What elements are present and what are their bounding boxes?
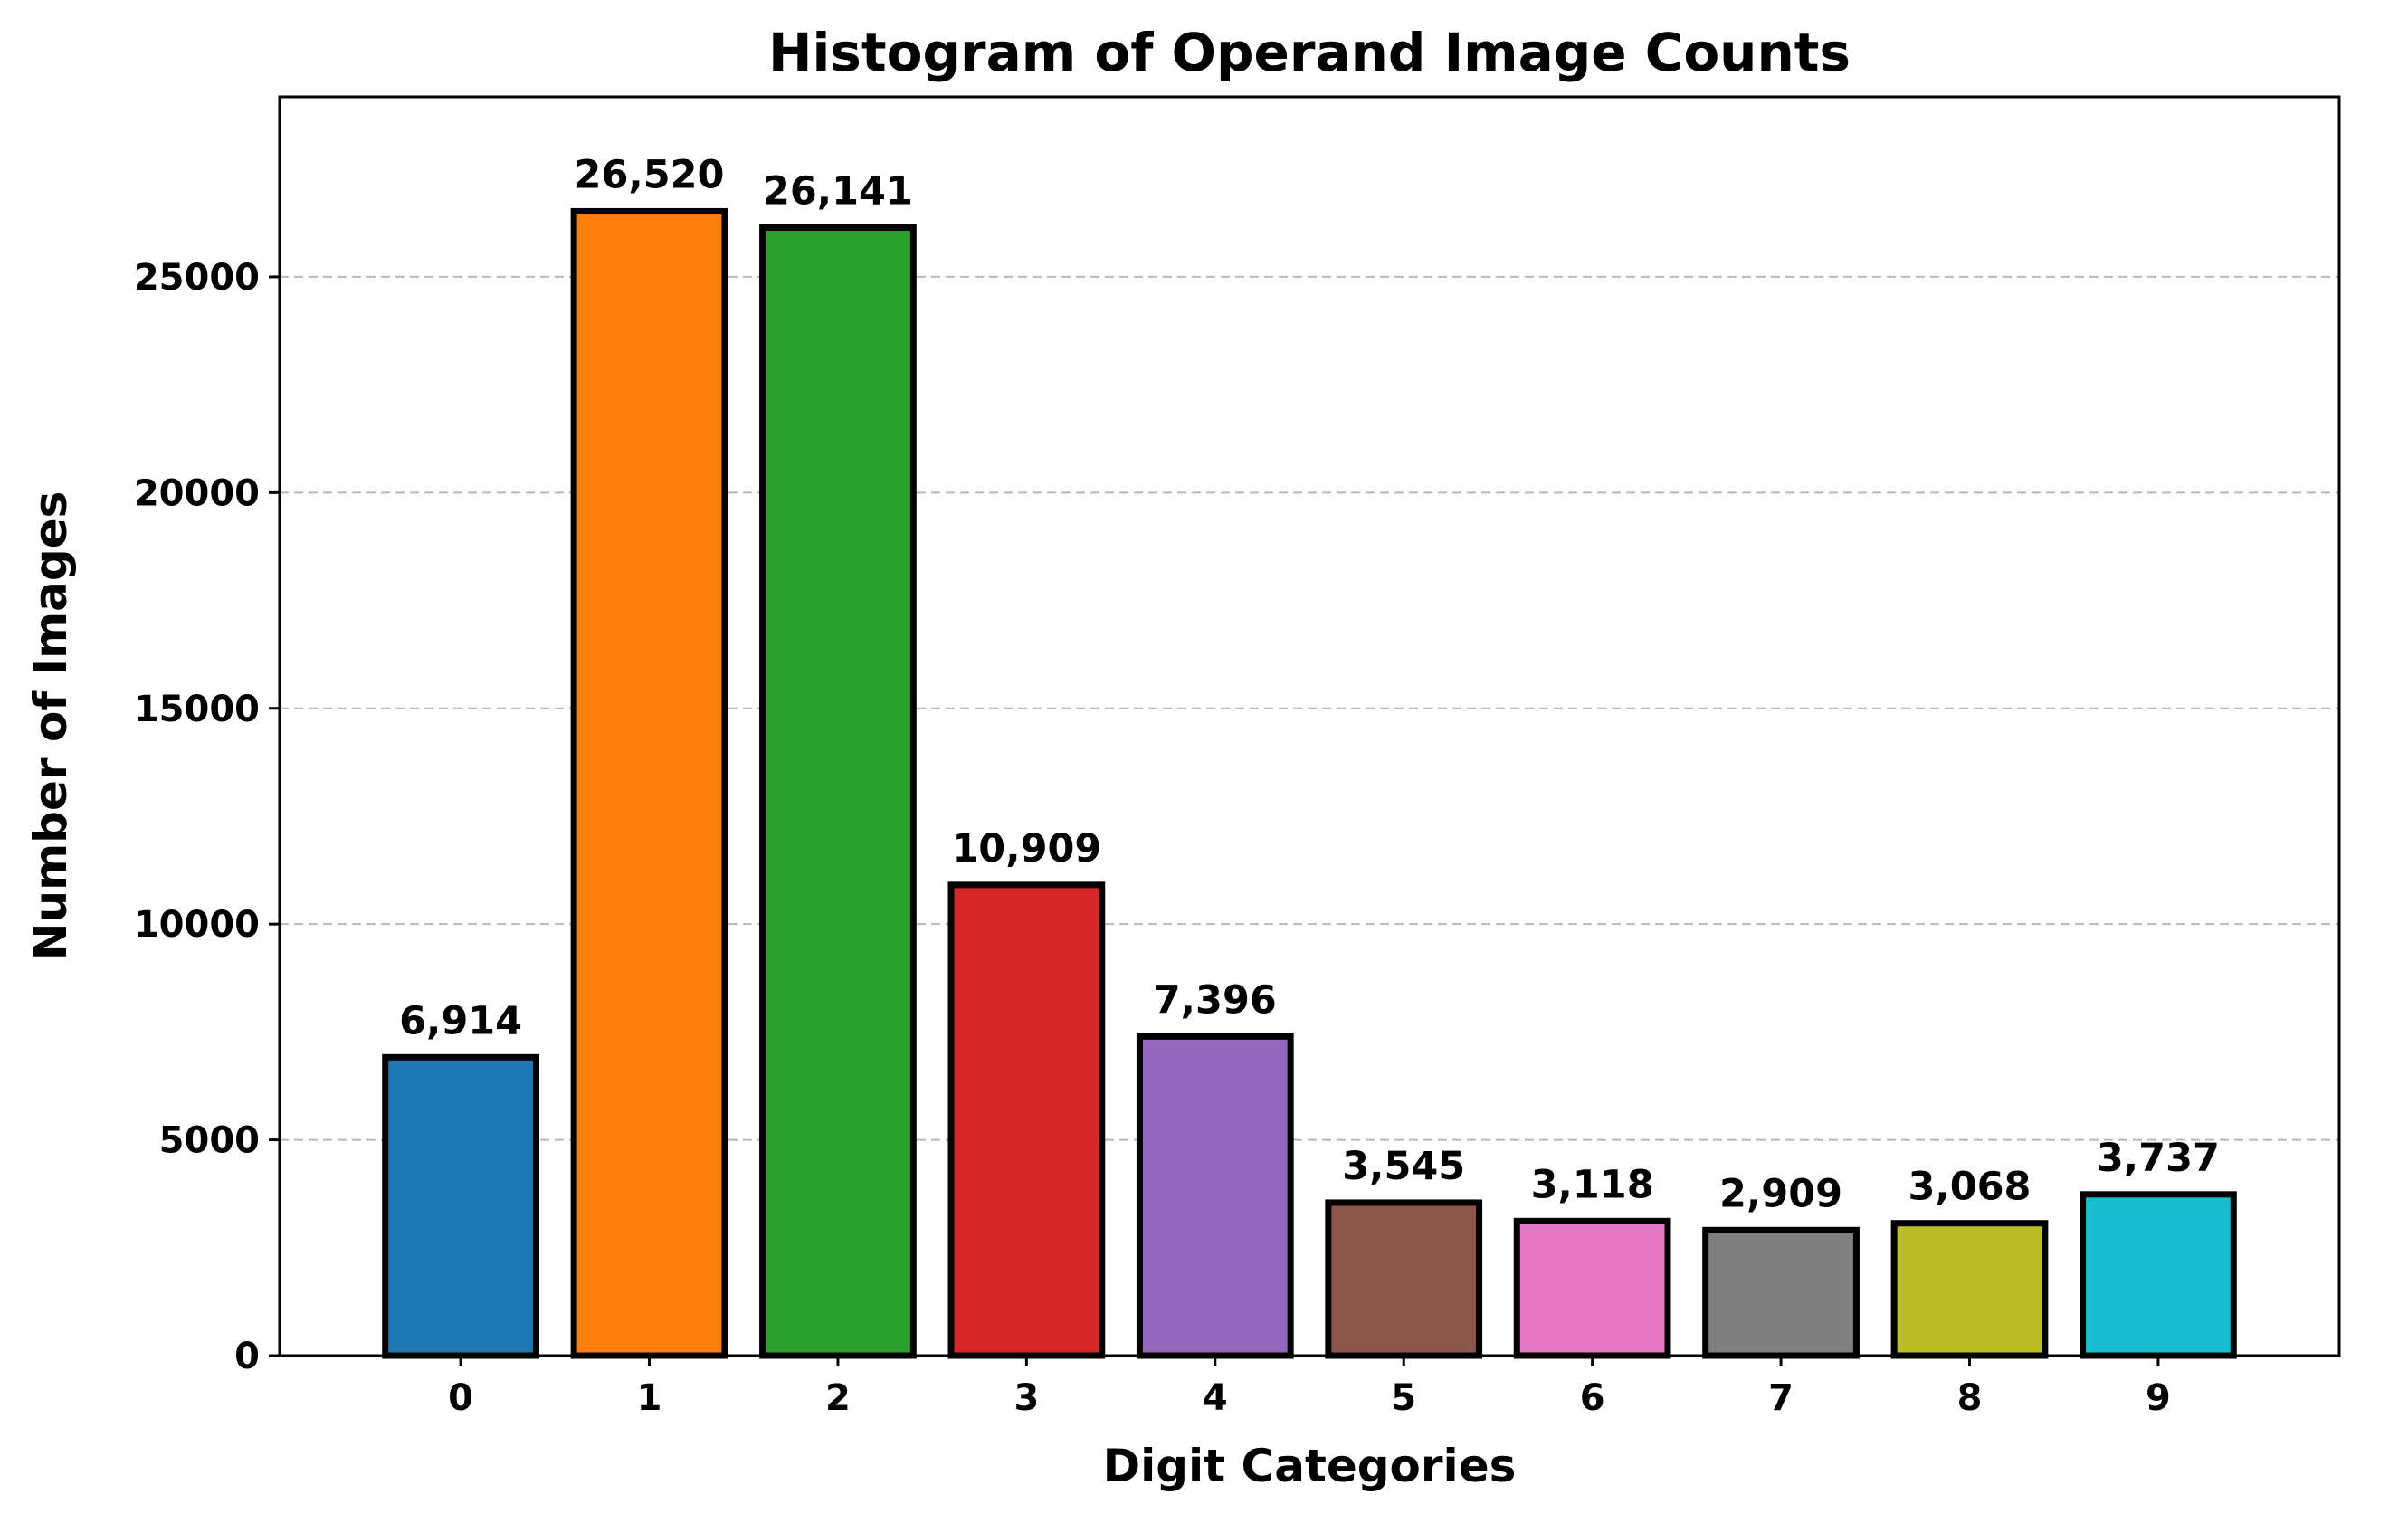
bar-value-label: 26,141 [763, 169, 913, 214]
x-tick-label: 3 [1014, 1377, 1039, 1419]
y-tick-label: 10000 [134, 904, 260, 946]
x-tick-label: 2 [825, 1377, 851, 1419]
bar-digit-1 [570, 207, 728, 1359]
bar-value-labels: 6,914 26,520 26,141 10,909 7,396 3,545 3,118 2,… [399, 152, 2220, 1216]
bar-value-label: 26,520 [575, 152, 725, 197]
bar-digit-2 [759, 224, 917, 1359]
bar-digit-6 [1513, 1217, 1671, 1359]
x-tick-label: 8 [1957, 1377, 1983, 1419]
x-tick-label: 4 [1203, 1377, 1228, 1419]
bar-digit-0 [382, 1053, 539, 1359]
bar-value-label: 3,068 [1908, 1165, 2031, 1210]
y-axis-ticks: 0 5000 10000 15000 20000 25000 [134, 257, 280, 1377]
y-tick-label: 15000 [134, 689, 260, 730]
bar-value-label: 10,909 [951, 826, 1101, 871]
bar-value-label: 3,118 [1531, 1162, 1654, 1207]
bar-value-label: 3,737 [2097, 1136, 2220, 1181]
x-tick-label: 5 [1391, 1377, 1416, 1419]
bars [382, 207, 2237, 1359]
y-tick-label: 25000 [134, 257, 260, 299]
x-tick-label: 1 [637, 1377, 662, 1419]
x-tick-label: 6 [1580, 1377, 1605, 1419]
bar-digit-7 [1702, 1226, 1860, 1359]
bar-digit-4 [1136, 1033, 1294, 1359]
bar-digit-5 [1325, 1199, 1483, 1359]
bar-value-label: 2,909 [1719, 1171, 1842, 1216]
bar-digit-8 [1890, 1220, 2049, 1359]
bar-value-label: 3,545 [1342, 1144, 1465, 1189]
x-axis-label: Digit Categories [1103, 1440, 1517, 1492]
bar-digit-3 [947, 881, 1106, 1359]
y-tick-label: 0 [234, 1336, 260, 1377]
bar-value-label: 6,914 [399, 998, 522, 1043]
x-tick-label: 0 [448, 1377, 473, 1419]
y-tick-label: 20000 [134, 472, 260, 514]
x-tick-label: 7 [1768, 1377, 1794, 1419]
x-tick-label: 9 [2146, 1377, 2171, 1419]
x-axis-ticks: 0 1 2 3 4 5 6 7 8 9 [448, 1356, 2171, 1419]
y-tick-label: 5000 [159, 1120, 260, 1162]
chart-title: Histogram of Operand Image Counts [768, 22, 1851, 83]
plot-frame [278, 95, 2341, 1357]
bar-digit-9 [2080, 1191, 2237, 1359]
y-gridlines [280, 275, 2339, 1141]
y-axis-label: Number of Images [24, 491, 77, 961]
bar-value-label: 7,396 [1154, 977, 1277, 1023]
